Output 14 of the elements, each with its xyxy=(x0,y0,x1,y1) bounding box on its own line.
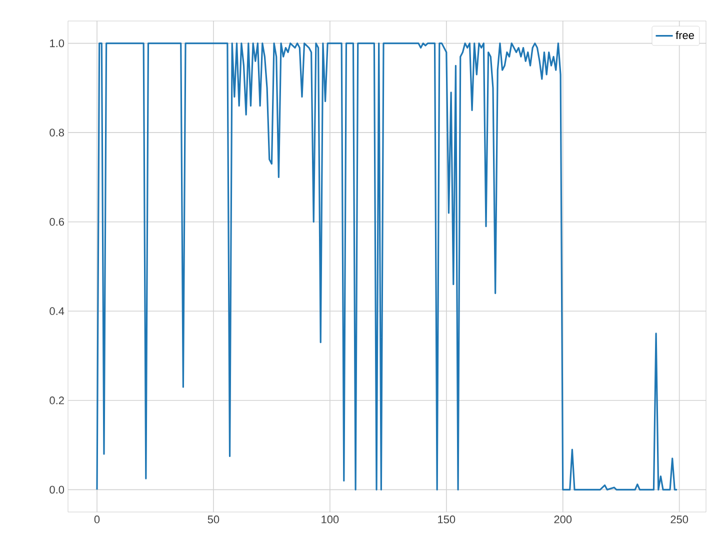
y-tick-label: 1.0 xyxy=(50,39,64,48)
y-tick-label: 0.0 xyxy=(50,486,64,494)
legend-label: free xyxy=(676,31,694,40)
y-tick-label: 0.8 xyxy=(50,128,64,136)
x-tick-label: 100 xyxy=(322,516,339,524)
x-tick-label: 0 xyxy=(94,516,100,524)
x-tick-label: 200 xyxy=(554,516,572,524)
line-series xyxy=(96,42,678,490)
x-tick-label: 150 xyxy=(438,516,456,524)
y-tick-label: 0.2 xyxy=(50,396,64,404)
x-tick-label: 250 xyxy=(670,516,688,524)
y-tick-label: 0.4 xyxy=(50,307,64,316)
y-tick-label: 0.6 xyxy=(50,218,64,226)
x-tick-label: 50 xyxy=(208,516,220,524)
